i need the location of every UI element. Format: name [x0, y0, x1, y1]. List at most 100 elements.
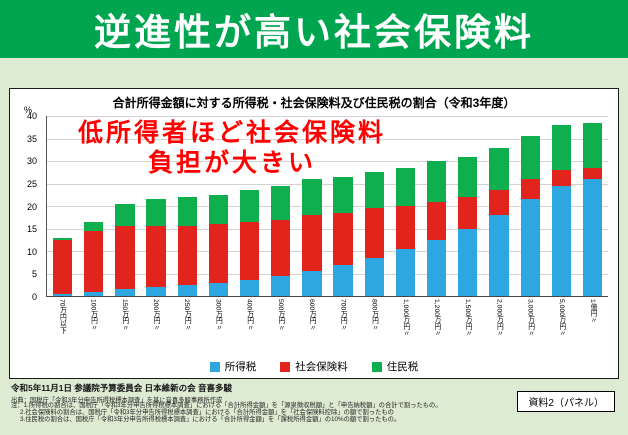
gridline: [47, 273, 608, 275]
chart-panel: 合計所得金額に対する所得税・社会保険料及び住民税の割合（令和3年度） % 0 5 1…: [9, 88, 619, 379]
y-tick-label: 40: [26, 111, 37, 121]
bar-segment: [551, 125, 571, 170]
bar-segment: [271, 219, 291, 276]
x-tick-label: 1,500万円〃: [464, 299, 472, 337]
x-label-slot: 1,000万円〃: [389, 299, 420, 359]
x-tick-label: 1,000万円〃: [401, 299, 409, 337]
bar-segment: [208, 224, 229, 283]
bar-slot: [203, 116, 234, 296]
bar-slot: [421, 116, 452, 296]
y-tick-label: 20: [26, 201, 37, 212]
x-label-slot: 2,000万円〃: [483, 299, 514, 359]
y-tick-label: 5: [31, 269, 37, 280]
chart-title: 合計所得金額に対する所得税・社会保険料及び住民税の割合（令和3年度）: [112, 96, 516, 110]
bar-segment: [489, 147, 509, 191]
bar-segment: [52, 239, 73, 294]
x-tick-label: 250万円〃: [183, 299, 191, 331]
x-label-slot: 400万円〃: [233, 299, 264, 359]
legend-item: 社会保険料: [280, 359, 348, 374]
x-label-slot: 70万円以下: [46, 299, 77, 359]
legend-label: 住民税: [386, 361, 419, 373]
bar-segment: [115, 289, 135, 296]
bar-segment: [84, 230, 104, 292]
bar-slot: [452, 116, 483, 296]
x-tick-label: 600万円〃: [308, 299, 316, 331]
x-tick-label: 500万円〃: [276, 299, 284, 331]
y-axis-labels: 0 5 10 15 20 25 30 35 40: [10, 111, 42, 302]
x-tick-label: 70万円以下: [58, 299, 66, 334]
bar-segment: [458, 228, 478, 296]
legend-swatch: [280, 361, 291, 372]
bar-segment: [489, 215, 509, 296]
x-tick-label: 700万円〃: [339, 299, 347, 331]
bar-segment: [208, 282, 229, 296]
bar-slot: [328, 116, 359, 296]
bar-slot: [390, 116, 421, 296]
x-tick-label: 5,000万円〃: [557, 299, 565, 337]
bar-segment: [333, 264, 353, 296]
bar-segment: [208, 194, 229, 224]
legend-label: 社会保険料: [295, 361, 348, 373]
stacked-bar: [239, 116, 260, 296]
x-axis-labels: 70万円以下 100万円〃 150万円〃 200万円〃 250万円〃 300万円〃 400万…: [46, 299, 608, 359]
bar-segment: [52, 293, 73, 296]
x-label-slot: 3,000万円〃: [514, 299, 545, 359]
x-tick-label: 800万円〃: [370, 299, 378, 331]
bar-segment: [364, 257, 384, 296]
attribution-line: 令和5年11月1日 参議院予算委員会 日本維新の会 音喜多駿: [11, 383, 233, 393]
bar-slot: [483, 116, 514, 296]
plot-area: [46, 116, 608, 297]
bar-segment: [271, 275, 291, 296]
bar-segment: [239, 280, 260, 296]
y-tick-label: 0: [31, 292, 37, 302]
x-label-slot: 500万円〃: [265, 299, 296, 359]
legend-swatch: [371, 361, 382, 372]
stacked-bar: [302, 116, 322, 296]
x-label-slot: 600万円〃: [296, 299, 327, 359]
bar-segment: [84, 291, 104, 296]
gridline: [47, 228, 608, 230]
stacked-bar: [426, 116, 447, 296]
bar-segment: [395, 206, 416, 249]
bar-segment: [551, 185, 571, 296]
bar-segment: [115, 203, 135, 227]
bar-segment: [84, 221, 104, 231]
bar-segment: [302, 271, 322, 296]
chart-legend: 所得税 社会保険料 住民税: [10, 359, 618, 374]
x-tick-label: 1,200万円〃: [432, 299, 440, 337]
legend-swatch: [209, 361, 220, 372]
x-label-slot: 1,200万円〃: [421, 299, 452, 359]
gridline: [47, 116, 608, 117]
bar-segment: [239, 190, 260, 222]
bar-segment: [458, 156, 478, 197]
x-tick-label: 3,000万円〃: [526, 299, 534, 337]
x-tick-label: 200万円〃: [152, 299, 159, 331]
bar-segment: [364, 208, 384, 258]
stacked-bar: [177, 116, 197, 296]
gridline: [47, 206, 608, 207]
bar-slot: [296, 116, 327, 296]
note-line: 注：1.所得税の割合は、国税庁「令和3年分申告所得税標本調査」における「合計所得…: [11, 402, 442, 409]
bar-segment: [582, 179, 603, 296]
bar-segment: [582, 122, 603, 168]
stacked-bar: [458, 116, 478, 296]
bar-segment: [302, 215, 322, 272]
x-label-slot: 300万円〃: [202, 299, 233, 359]
bar-slot: [359, 116, 390, 296]
bar-segment: [458, 197, 478, 229]
bar-segment: [239, 221, 260, 281]
x-tick-label: 400万円〃: [245, 299, 253, 331]
gridline: [47, 183, 608, 185]
source-note: 出典：国税庁「令和3年分申告所得税標本調査」を基に音喜多駿事務所作成: [11, 397, 223, 404]
bar-slot: [78, 116, 109, 296]
bar-segment: [271, 185, 291, 220]
stacked-bar: [520, 116, 540, 296]
bar-segment: [146, 226, 166, 287]
stacked-bar: [333, 116, 353, 296]
x-label-slot: 700万円〃: [327, 299, 358, 359]
y-axis-unit-label: %: [24, 105, 33, 115]
bar-segment: [426, 201, 447, 240]
x-label-slot: 1億円〃: [577, 299, 608, 359]
x-label-slot: 100万円〃: [77, 299, 108, 359]
